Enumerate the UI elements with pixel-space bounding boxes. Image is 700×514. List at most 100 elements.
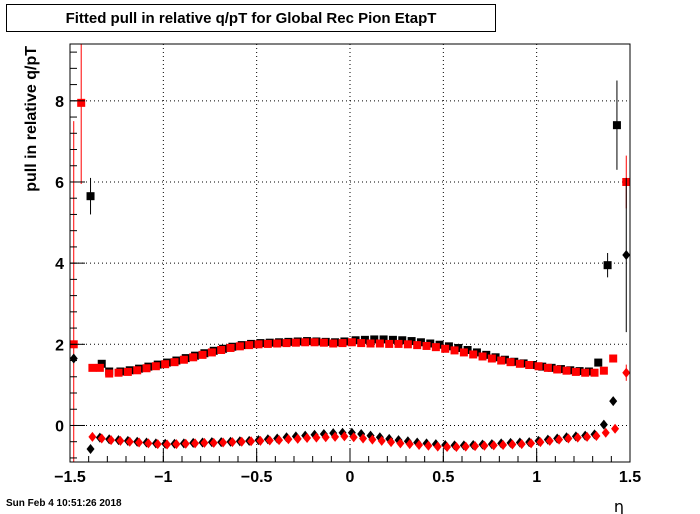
y-tick-label: 0 bbox=[55, 418, 64, 435]
data-point-square bbox=[179, 355, 188, 364]
data-point-diamond bbox=[601, 427, 610, 438]
data-point-square bbox=[347, 338, 356, 347]
series-1 bbox=[69, 44, 631, 462]
data-point-diamond bbox=[69, 353, 78, 364]
data-marks bbox=[69, 44, 631, 462]
data-point-diamond bbox=[583, 431, 592, 442]
data-point-diamond bbox=[396, 438, 405, 449]
data-point-diamond bbox=[622, 367, 631, 378]
x-tick-label: 0.5 bbox=[432, 469, 454, 486]
data-point-square bbox=[459, 348, 468, 357]
data-point-square bbox=[319, 338, 328, 347]
x-tick-label: −1.5 bbox=[54, 469, 86, 486]
data-point-diamond bbox=[573, 432, 582, 443]
data-point-square bbox=[338, 339, 347, 348]
data-point-square bbox=[123, 367, 132, 376]
data-point-square bbox=[534, 362, 543, 371]
data-point-diamond bbox=[135, 437, 144, 448]
data-point-square bbox=[394, 339, 403, 348]
data-point-diamond bbox=[387, 437, 396, 448]
data-point-square bbox=[291, 338, 300, 347]
data-point-square bbox=[543, 363, 552, 372]
timestamp: Sun Feb 4 10:51:26 2018 bbox=[6, 498, 122, 509]
data-point-diamond bbox=[536, 437, 545, 448]
data-point-diamond bbox=[303, 433, 312, 444]
plot-frame bbox=[69, 43, 631, 463]
data-point-square bbox=[105, 369, 114, 378]
data-point-square bbox=[413, 341, 422, 350]
data-point-square bbox=[599, 366, 608, 375]
data-point-diamond bbox=[86, 444, 95, 455]
data-point-square bbox=[450, 346, 459, 355]
data-point-square bbox=[506, 358, 515, 367]
data-point-diamond bbox=[592, 431, 601, 442]
data-point-square bbox=[581, 368, 590, 377]
data-point-square bbox=[375, 339, 384, 348]
data-point-square bbox=[329, 339, 338, 348]
data-point-square bbox=[370, 335, 379, 344]
data-point-square bbox=[571, 367, 580, 376]
data-point-square bbox=[161, 360, 170, 369]
data-point-diamond bbox=[489, 440, 498, 451]
y-tick-label: 8 bbox=[55, 94, 64, 111]
y-axis-title: pull in relative q/pT bbox=[23, 46, 40, 192]
data-point-square bbox=[385, 339, 394, 348]
data-point-diamond bbox=[144, 438, 153, 449]
data-point-diamond bbox=[88, 431, 97, 442]
data-point-diamond bbox=[293, 433, 302, 444]
data-point-diamond bbox=[200, 437, 209, 448]
data-point-diamond bbox=[564, 433, 573, 444]
data-point-square bbox=[226, 343, 235, 352]
axis-ticks: −1.5 −1 −0.5 0 0.5 1 1.5 0 2 4 6 8 bbox=[54, 51, 641, 486]
data-point-square bbox=[590, 368, 599, 377]
data-point-diamond bbox=[527, 438, 536, 449]
y-tick-label: 4 bbox=[55, 256, 64, 273]
data-point-square bbox=[403, 340, 412, 349]
data-point-square bbox=[562, 366, 571, 375]
x-tick-label: 1 bbox=[532, 469, 541, 486]
data-point-diamond bbox=[545, 435, 554, 446]
data-point-diamond bbox=[461, 441, 470, 452]
data-point-square bbox=[357, 339, 366, 348]
data-point-diamond bbox=[181, 438, 190, 449]
data-point-diamond bbox=[321, 432, 330, 443]
data-point-diamond bbox=[599, 419, 608, 430]
data-point-square bbox=[487, 354, 496, 363]
x-tick-label: 0 bbox=[346, 469, 355, 486]
data-point-diamond bbox=[209, 437, 218, 448]
data-point-square bbox=[379, 335, 388, 344]
data-point-square bbox=[245, 341, 254, 350]
data-point-diamond bbox=[125, 436, 134, 447]
data-point-diamond bbox=[97, 433, 106, 444]
data-point-diamond bbox=[163, 439, 172, 450]
data-point-square bbox=[77, 98, 86, 107]
data-point-square bbox=[515, 359, 524, 368]
data-point-square bbox=[525, 361, 534, 370]
data-point-square bbox=[235, 342, 244, 351]
y-tick-label: 6 bbox=[55, 175, 64, 192]
data-point-diamond bbox=[275, 435, 284, 446]
data-point-diamond bbox=[611, 423, 620, 434]
data-point-diamond bbox=[349, 432, 358, 443]
data-point-square bbox=[553, 365, 562, 374]
data-point-diamond bbox=[517, 439, 526, 450]
data-point-square bbox=[133, 366, 142, 375]
data-point-square bbox=[86, 192, 95, 201]
data-point-diamond bbox=[153, 439, 162, 450]
data-point-diamond bbox=[480, 440, 489, 451]
data-point-square bbox=[142, 364, 151, 373]
data-point-square bbox=[170, 358, 179, 367]
data-point-diamond bbox=[191, 438, 200, 449]
data-point-diamond bbox=[433, 441, 442, 452]
data-point-square bbox=[198, 350, 207, 359]
data-point-diamond bbox=[247, 436, 256, 447]
data-point-square bbox=[422, 341, 431, 350]
data-point-square bbox=[603, 261, 612, 270]
data-point-diamond bbox=[452, 441, 461, 452]
data-point-square bbox=[282, 339, 291, 348]
x-tick-label: −1 bbox=[154, 469, 172, 486]
data-point-diamond bbox=[622, 250, 631, 261]
data-point-square bbox=[97, 359, 106, 368]
data-point-square bbox=[273, 339, 282, 348]
data-point-square bbox=[612, 121, 621, 130]
